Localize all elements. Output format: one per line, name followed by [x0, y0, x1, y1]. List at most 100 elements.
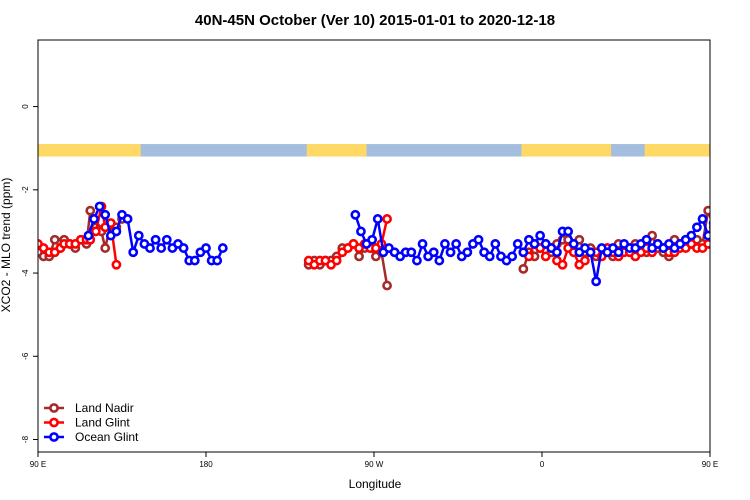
land-band-segment	[38, 144, 141, 157]
data-point-ocean-glint	[529, 239, 540, 249]
axes: 90 E 180 90 W 0 90 E 0 -2 -4 -6 -8	[21, 104, 718, 469]
legend-label-land-glint: Land Glint	[75, 416, 130, 430]
legend-label-ocean-glint: Ocean Glint	[75, 430, 139, 444]
data-point-ocean-glint	[703, 230, 710, 241]
legend-item-land-glint: Land Glint	[44, 416, 130, 430]
data-point-land-nadir	[708, 224, 710, 231]
data-point-ocean-glint	[727, 236, 734, 243]
data-point-ocean-glint	[585, 247, 596, 258]
data-point-ocean-glint	[591, 276, 602, 287]
data-point-ocean-glint	[697, 214, 708, 224]
data-point-ocean-glint	[552, 247, 562, 258]
data-point-ocean-glint	[201, 243, 211, 253]
data-point-land-nadir	[716, 244, 723, 251]
data-point-ocean-glint	[350, 209, 361, 220]
data-point-ocean-glint	[733, 228, 740, 235]
data-point-ocean-glint	[428, 247, 439, 258]
data-point-ocean-glint	[150, 234, 161, 245]
legend-item-land-nadir: Land Nadir	[44, 401, 134, 415]
data-point-ocean-glint	[473, 234, 484, 245]
data-point-ocean-glint	[412, 255, 422, 266]
x-axis-label: Longitude	[349, 477, 402, 491]
y-tick-label: -4	[21, 269, 30, 277]
data-point-ocean-glint	[451, 239, 462, 249]
series-ocean-glint	[83, 201, 750, 287]
data-point-ocean-glint	[535, 230, 546, 241]
legend-marker-land-nadir	[49, 403, 59, 413]
data-point-land-glint	[703, 239, 710, 249]
data-point-ocean-glint	[417, 239, 428, 249]
data-point-land-glint	[721, 220, 728, 227]
data-point-ocean-glint	[367, 234, 378, 245]
data-point-ocean-glint	[641, 234, 652, 245]
data-point-ocean-glint	[356, 226, 366, 237]
data-point-land-nadir	[49, 234, 60, 245]
data-point-ocean-glint	[613, 247, 624, 258]
legend-item-ocean-glint: Ocean Glint	[44, 430, 139, 444]
data-point-ocean-glint	[568, 239, 579, 249]
data-point-ocean-glint	[406, 247, 417, 258]
data-point-land-nadir	[736, 215, 743, 222]
data-point-ocean-glint	[178, 243, 189, 253]
y-axis-label: XCO2 - MLO trend (ppm)	[0, 178, 13, 313]
data-point-ocean-glint	[462, 247, 473, 258]
legend-marker-ocean-glint	[49, 432, 59, 442]
data-point-land-glint	[708, 236, 710, 243]
data-point-ocean-glint	[156, 243, 167, 253]
data-point-land-glint	[111, 259, 122, 270]
data-point-land-glint	[716, 203, 723, 210]
legend-marker-land-glint	[49, 417, 59, 428]
y-tick-label: 0	[21, 104, 30, 109]
data-point-ocean-glint	[721, 228, 728, 235]
land-band-segment	[521, 144, 612, 157]
land-mask-band	[38, 144, 710, 157]
data-point-ocean-glint	[445, 247, 456, 258]
data-point-land-nadir	[382, 280, 392, 291]
data-point-ocean-glint	[83, 230, 94, 241]
data-point-ocean-glint	[89, 214, 99, 224]
data-point-land-nadir	[100, 243, 111, 253]
data-point-land-glint	[331, 255, 342, 266]
data-point-ocean-glint	[145, 243, 155, 253]
data-point-land-glint	[90, 226, 101, 237]
data-point-ocean-glint	[189, 255, 200, 266]
y-tick-label: -2	[21, 186, 30, 194]
data-point-ocean-glint	[484, 251, 495, 262]
data-point-ocean-glint	[692, 222, 702, 233]
chart-title: 40N-45N October (Ver 10) 2015-01-01 to 2…	[195, 12, 555, 29]
data-point-ocean-glint	[94, 201, 105, 212]
data-point-ocean-glint	[100, 209, 111, 220]
data-point-land-nadir	[742, 220, 749, 227]
data-point-ocean-glint	[744, 215, 750, 222]
legend-label-land-nadir: Land Nadir	[75, 401, 134, 415]
data-point-ocean-glint	[686, 230, 697, 241]
data-point-land-glint	[540, 251, 551, 262]
y-tick-label: -8	[21, 435, 30, 443]
land-band-segment	[306, 144, 367, 157]
data-point-land-nadir	[518, 263, 529, 274]
data-point-ocean-glint	[518, 247, 529, 258]
data-point-ocean-glint	[372, 214, 383, 224]
x-tick-label: 0	[540, 460, 545, 469]
series-layer	[38, 201, 750, 291]
data-point-ocean-glint	[217, 243, 228, 253]
data-point-ocean-glint	[128, 247, 139, 258]
x-tick-label: 180	[199, 460, 213, 469]
data-point-ocean-glint	[716, 203, 723, 210]
data-point-ocean-glint	[507, 251, 518, 262]
data-point-land-glint	[727, 224, 734, 231]
data-point-ocean-glint	[563, 226, 574, 237]
data-point-land-nadir	[354, 251, 364, 262]
x-tick-label: 90 E	[30, 460, 46, 469]
data-point-land-nadir	[731, 220, 738, 227]
data-point-land-glint	[733, 261, 740, 268]
data-point-ocean-glint	[738, 211, 745, 218]
data-point-ocean-glint	[212, 255, 223, 266]
data-point-ocean-glint	[133, 230, 144, 241]
data-point-land-glint	[580, 255, 590, 266]
data-point-ocean-glint	[440, 239, 450, 249]
data-point-ocean-glint	[512, 239, 523, 249]
data-point-ocean-glint	[111, 226, 122, 237]
